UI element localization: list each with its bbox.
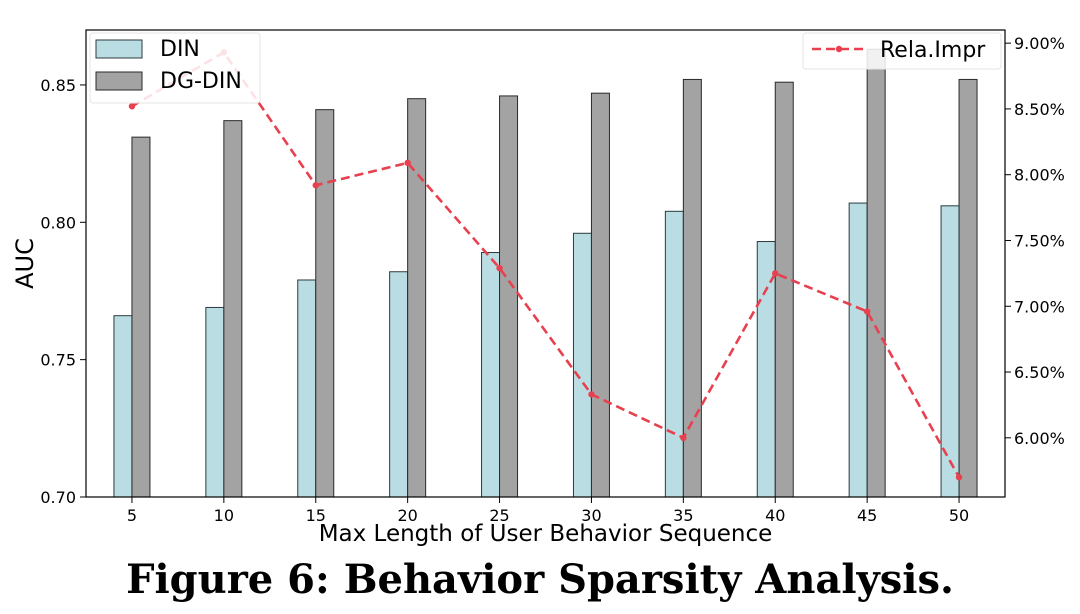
bar-din (389, 271, 409, 498)
bar-dg-din (223, 120, 243, 498)
bar-dg-din (774, 81, 794, 498)
legend-label: DG-DIN (160, 69, 242, 94)
legend-label: Rela.Impr (880, 38, 986, 63)
line-group (128, 49, 963, 481)
y2-tick-label: 9.00% (1014, 34, 1065, 53)
legend-right: Rela.Impr (802, 32, 1002, 70)
y2-tick-label: 6.50% (1014, 363, 1065, 382)
y2-tick-label: 8.00% (1014, 166, 1065, 185)
y-axis-label: AUC (11, 238, 39, 289)
bar-dg-din (499, 95, 519, 498)
y-tick-label: 0.75 (40, 351, 76, 370)
bar-din (113, 315, 133, 498)
point-rela-impr (955, 474, 963, 481)
point-rela-impr (128, 103, 136, 110)
x-tick-label: 50 (949, 506, 969, 525)
bar-dg-din (590, 92, 610, 498)
bar-dg-din (131, 136, 151, 498)
point-rela-impr (680, 434, 687, 442)
point-rela-impr (312, 182, 319, 189)
x-tick-label: 35 (673, 506, 693, 525)
point-rela-impr (772, 270, 779, 277)
y2-tick-label: 7.50% (1014, 231, 1065, 250)
point-rela-impr (863, 308, 871, 315)
axes-group: 5 10 15 20 25 30 35 40 45 50 0.70 0.75 0.80 0.85 6.00%… (40, 34, 1064, 525)
point-rela-impr (496, 264, 503, 272)
bar-dg-din (315, 109, 335, 498)
y2-tick-label: 8.50% (1014, 100, 1065, 119)
x-tick-label: 20 (397, 506, 417, 525)
point-rela-impr (404, 159, 411, 167)
y2-tick-label: 7.00% (1014, 297, 1065, 316)
x-tick-label: 25 (489, 506, 509, 525)
bar-din (481, 252, 501, 498)
y-tick-label: 0.85 (40, 76, 76, 95)
point-rela-impr (588, 391, 595, 398)
x-tick-label: 30 (581, 506, 601, 525)
legend-marker (835, 45, 843, 53)
legend-label: DIN (160, 37, 200, 62)
bar-dg-din (958, 78, 978, 498)
x-tick-label: 10 (214, 506, 234, 525)
legend-swatch (95, 39, 143, 59)
bar-din (848, 202, 868, 498)
x-tick-label: 15 (306, 506, 326, 525)
figure-caption: Figure 6: Behavior Sparsity Analysis. (126, 556, 954, 603)
line-rela-impr (131, 50, 961, 478)
bar-dg-din (866, 48, 886, 498)
y-tick-label: 0.80 (40, 213, 76, 232)
bar-din (940, 205, 960, 498)
bar-dg-din (407, 98, 427, 498)
y-tick-label: 0.70 (40, 488, 76, 507)
x-tick-label: 45 (857, 506, 877, 525)
plot-frame (85, 29, 1006, 498)
bar-din (664, 210, 684, 498)
legend-right-box (802, 32, 1002, 70)
x-axis-label: Max Length of User Behavior Sequence (319, 521, 773, 547)
legend-left: DIN DG-DIN (89, 32, 261, 104)
bar-group (113, 48, 978, 498)
bar-din (297, 279, 317, 498)
x-tick-label: 5 (127, 506, 137, 525)
y2-tick-label: 6.00% (1014, 429, 1065, 448)
bar-din (205, 306, 225, 498)
bar-din (572, 232, 592, 498)
x-tick-label: 40 (765, 506, 785, 525)
legend-swatch (95, 71, 143, 91)
